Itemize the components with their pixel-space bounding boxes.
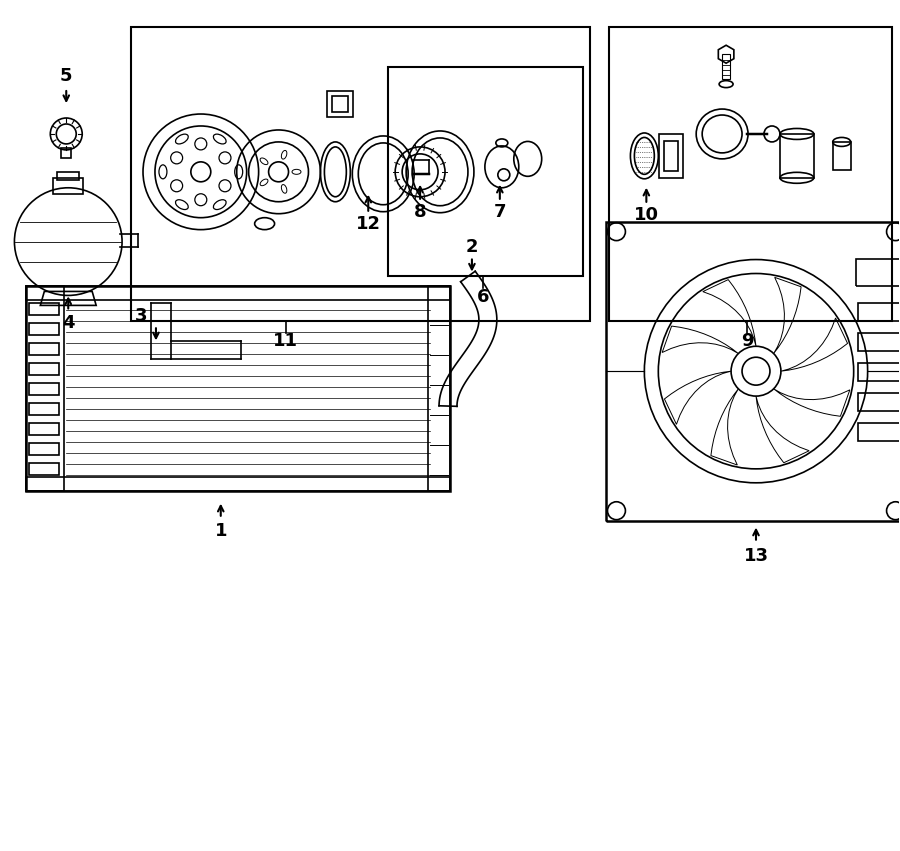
Bar	[428, 287, 450, 491]
Bar	[30, 343, 59, 355]
Bar	[660, 134, 683, 178]
Text: 1: 1	[214, 522, 227, 540]
Text: 11: 11	[273, 332, 298, 351]
Bar	[664, 141, 679, 171]
Bar	[607, 221, 900, 521]
Bar	[131, 27, 590, 322]
Text: 4: 4	[62, 314, 75, 333]
Bar	[332, 96, 348, 112]
Text: 8: 8	[414, 203, 427, 220]
Bar	[858, 334, 899, 351]
Bar	[58, 172, 79, 180]
Bar	[30, 304, 59, 316]
Text: 6: 6	[477, 288, 489, 306]
Bar	[388, 67, 582, 277]
Bar	[26, 477, 450, 491]
Bar	[30, 323, 59, 335]
Text: 12: 12	[356, 214, 381, 232]
Bar	[30, 403, 59, 415]
Text: 2: 2	[465, 237, 478, 255]
Bar	[856, 259, 900, 287]
Bar	[30, 443, 59, 455]
Bar	[722, 54, 730, 79]
Bar	[26, 287, 64, 491]
Bar	[858, 363, 899, 381]
Bar	[30, 363, 59, 375]
Bar	[30, 463, 59, 475]
Bar	[30, 423, 59, 435]
Bar	[609, 27, 892, 322]
Bar	[780, 134, 814, 178]
Bar	[30, 383, 59, 395]
Text: 3: 3	[135, 307, 148, 325]
Text: 5: 5	[60, 67, 73, 85]
Text: 13: 13	[743, 546, 769, 564]
Bar	[53, 178, 83, 194]
Bar	[858, 423, 899, 441]
Bar	[61, 148, 71, 158]
Bar	[858, 304, 899, 322]
Text: 9: 9	[741, 332, 753, 351]
Bar	[26, 287, 450, 491]
Bar	[832, 142, 850, 170]
Bar	[26, 287, 450, 300]
Text: 7: 7	[493, 203, 506, 220]
Text: 10: 10	[634, 206, 659, 224]
Bar	[328, 91, 354, 117]
Bar	[858, 393, 899, 411]
